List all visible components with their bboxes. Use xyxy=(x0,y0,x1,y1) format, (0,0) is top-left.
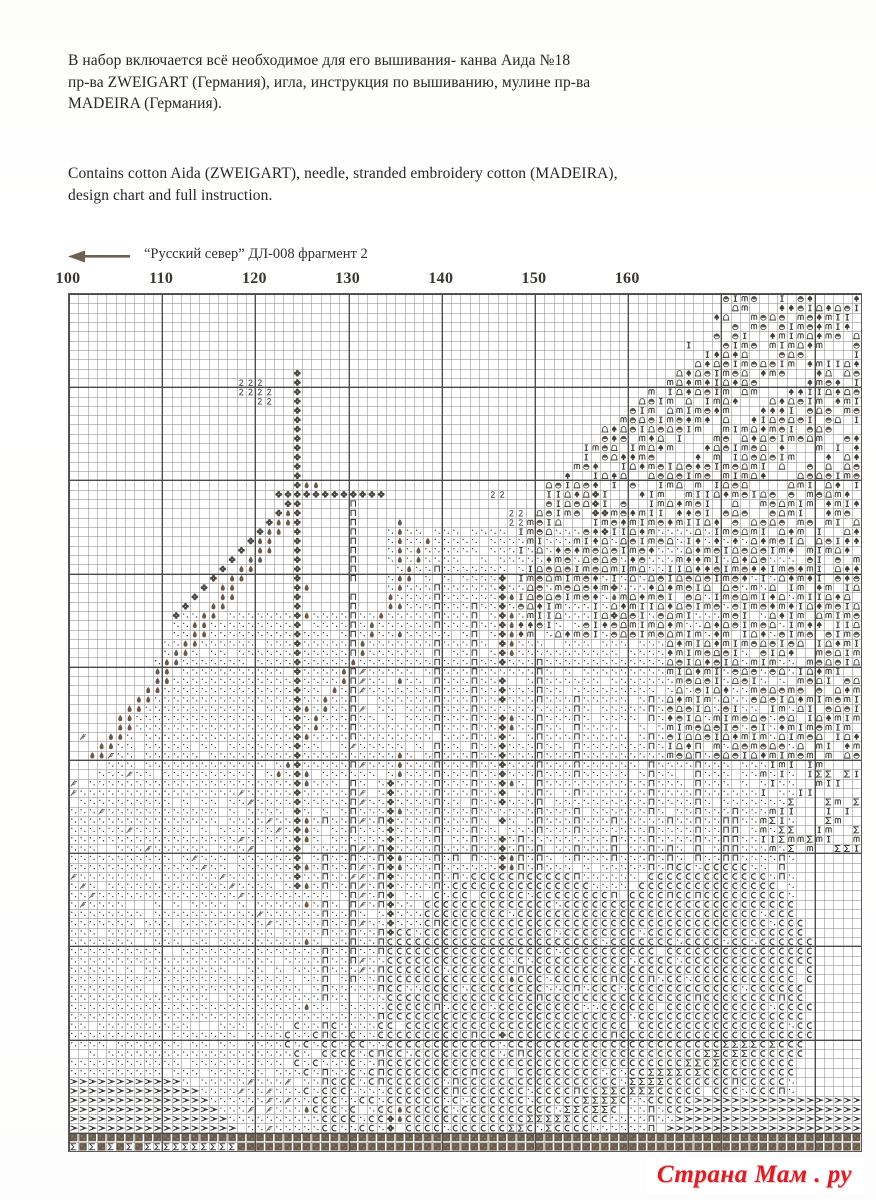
paragraph-russian-line: пр-ва ZWEIGART (Германия), игла, инструк… xyxy=(68,73,591,91)
column-tick-label: 120 xyxy=(241,270,267,287)
left-arrow-icon xyxy=(68,250,130,263)
column-tick-label: 150 xyxy=(521,270,547,287)
column-tick-label: 110 xyxy=(149,270,174,287)
pattern-grid-canvas[interactable] xyxy=(69,294,861,1151)
column-tick-label: 140 xyxy=(428,270,454,287)
paragraph-russian-line: MADEIRA (Германия). xyxy=(68,95,222,112)
chart-header: “Русский север” ДЛ-008 фрагмент 2 xyxy=(68,246,858,269)
column-tick-label: 160 xyxy=(614,270,640,287)
watermark-text: Страна Мам . ру xyxy=(656,1161,852,1188)
chart-title: “Русский север” ДЛ-008 фрагмент 2 xyxy=(144,246,368,262)
column-tick-label: 100 xyxy=(55,270,81,287)
paragraph-russian: В набор включается всё необходимое для е… xyxy=(68,50,828,115)
column-tick-label: 130 xyxy=(335,270,361,287)
watermark: Страна Мам . ру xyxy=(644,1158,864,1194)
pattern-grid[interactable] xyxy=(68,293,862,1152)
column-number-ruler: 100 110 120 130 140 150 160 xyxy=(0,270,876,290)
paragraph-english-line: design chart and full instruction. xyxy=(68,186,273,204)
paragraph-english-line: Contains cotton Aida (ZWEIGART), needle,… xyxy=(68,165,618,182)
paragraph-russian-line: В набор включается всё необходимое для е… xyxy=(68,52,571,69)
paragraph-english: Contains cotton Aida (ZWEIGART), needle,… xyxy=(68,163,828,206)
